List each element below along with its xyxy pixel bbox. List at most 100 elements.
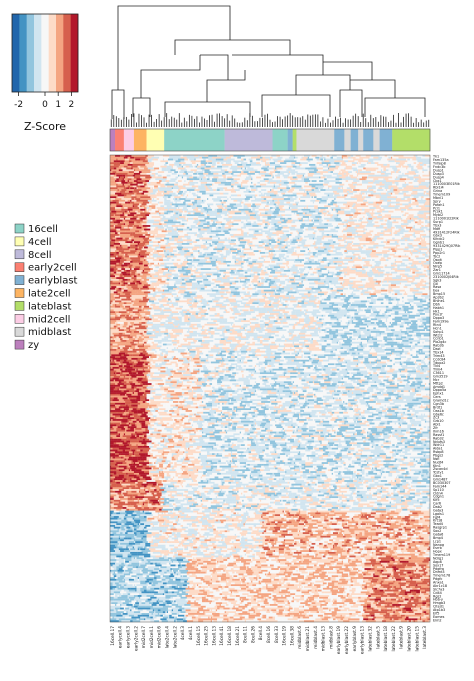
heatmap-cell [421, 220, 425, 222]
heatmap-cell [182, 248, 188, 250]
heatmap-cell [299, 229, 300, 231]
heatmap-cell [286, 252, 292, 254]
heatmap-cell [264, 162, 265, 164]
heatmap-cell [163, 155, 169, 157]
heatmap-cell [395, 182, 399, 184]
heatmap-cell [189, 168, 192, 170]
heatmap-cell [315, 211, 319, 213]
heatmap-cell [274, 189, 279, 191]
heatmap-cell [177, 225, 183, 227]
heatmap-cell [215, 205, 218, 207]
heatmap-cell [341, 248, 346, 250]
heatmap-cell [121, 180, 124, 182]
heatmap-cell [124, 227, 128, 229]
heatmap-cell [244, 160, 250, 162]
heatmap-cell [115, 236, 120, 238]
heatmap-cell [246, 189, 250, 191]
heatmap-cell [373, 160, 376, 162]
heatmap-cell [196, 227, 199, 229]
heatmap-cell [128, 178, 132, 180]
heatmap-cell [264, 182, 268, 184]
heatmap-cell [159, 168, 162, 170]
heatmap-cell [281, 193, 285, 195]
heatmap-cell [380, 243, 381, 245]
heatmap-cell [178, 186, 183, 188]
heatmap-cell [274, 247, 278, 249]
heatmap-cell [217, 209, 222, 211]
heatmap-cell [363, 229, 364, 231]
heatmap-cell [373, 230, 376, 232]
heatmap-cell [212, 243, 215, 245]
heatmap-cell [251, 212, 255, 214]
heatmap-cell [232, 171, 238, 173]
heatmap-cell [223, 218, 229, 220]
heatmap-cell [131, 221, 134, 223]
heatmap-cell [212, 164, 216, 166]
heatmap-cell [315, 200, 318, 202]
heatmap-cell [395, 245, 396, 247]
heatmap-cell [286, 195, 290, 197]
heatmap-cell [174, 162, 179, 164]
heatmap-cell [191, 236, 197, 238]
heatmap-cell [424, 239, 425, 241]
heatmap-cell [159, 202, 163, 204]
heatmap-cell [255, 191, 259, 193]
heatmap-cell [415, 227, 420, 229]
heatmap-cell [330, 193, 334, 195]
heatmap-cell [344, 212, 350, 214]
heatmap-cell [296, 250, 300, 252]
heatmap-cell [128, 164, 133, 166]
heatmap-cell [241, 160, 244, 162]
heatmap-cell [260, 168, 261, 170]
heatmap-cell [255, 195, 258, 197]
heatmap-cell [110, 180, 115, 182]
heatmap-cell [410, 196, 414, 198]
heatmap-cell [412, 207, 413, 209]
heatmap-cell [215, 230, 221, 232]
heatmap-cell [290, 155, 295, 157]
heatmap-cell [259, 191, 262, 193]
heatmap-cell [110, 256, 116, 258]
heatmap-cell [226, 247, 230, 249]
heatmap-cell [170, 247, 176, 249]
heatmap-cell [143, 216, 147, 218]
heatmap-cell [309, 164, 315, 166]
heatmap-cell [241, 221, 244, 223]
heatmap-cell [383, 227, 386, 229]
heatmap-cell [368, 203, 371, 205]
heatmap-cell [126, 243, 130, 245]
heatmap-cell [207, 182, 213, 184]
heatmap-cell [225, 207, 231, 209]
heatmap-cell [402, 166, 408, 168]
heatmap-cell [241, 227, 246, 229]
heatmap-cell [347, 191, 350, 193]
heatmap-cell [265, 157, 270, 159]
heatmap-cell [178, 193, 182, 195]
heatmap-cell [260, 221, 263, 223]
heatmap-cell [141, 230, 144, 232]
heatmap-cell [363, 159, 368, 161]
heatmap-cell [421, 243, 426, 245]
heatmap-cell [363, 202, 368, 204]
heatmap-cell [367, 223, 371, 225]
heatmap-cell [275, 159, 281, 161]
heatmap-cell [309, 218, 313, 220]
heatmap-cell [317, 160, 322, 162]
heatmap-cell [285, 248, 288, 250]
heatmap-cell [309, 223, 314, 225]
heatmap-cell [210, 177, 214, 179]
heatmap-cell [230, 212, 235, 214]
heatmap-cell [201, 229, 207, 231]
heatmap-cell [254, 247, 258, 249]
heatmap-cell [182, 164, 183, 166]
heatmap-cell [378, 177, 382, 179]
heatmap-cell [411, 195, 412, 197]
heatmap-cell [387, 164, 390, 166]
heatmap-cell [318, 207, 321, 209]
heatmap-cell [225, 169, 228, 171]
heatmap-cell [259, 207, 264, 209]
heatmap-cell [154, 248, 157, 250]
heatmap-cell [130, 212, 136, 214]
heatmap-cell [266, 200, 272, 202]
heatmap-cell [158, 178, 161, 180]
